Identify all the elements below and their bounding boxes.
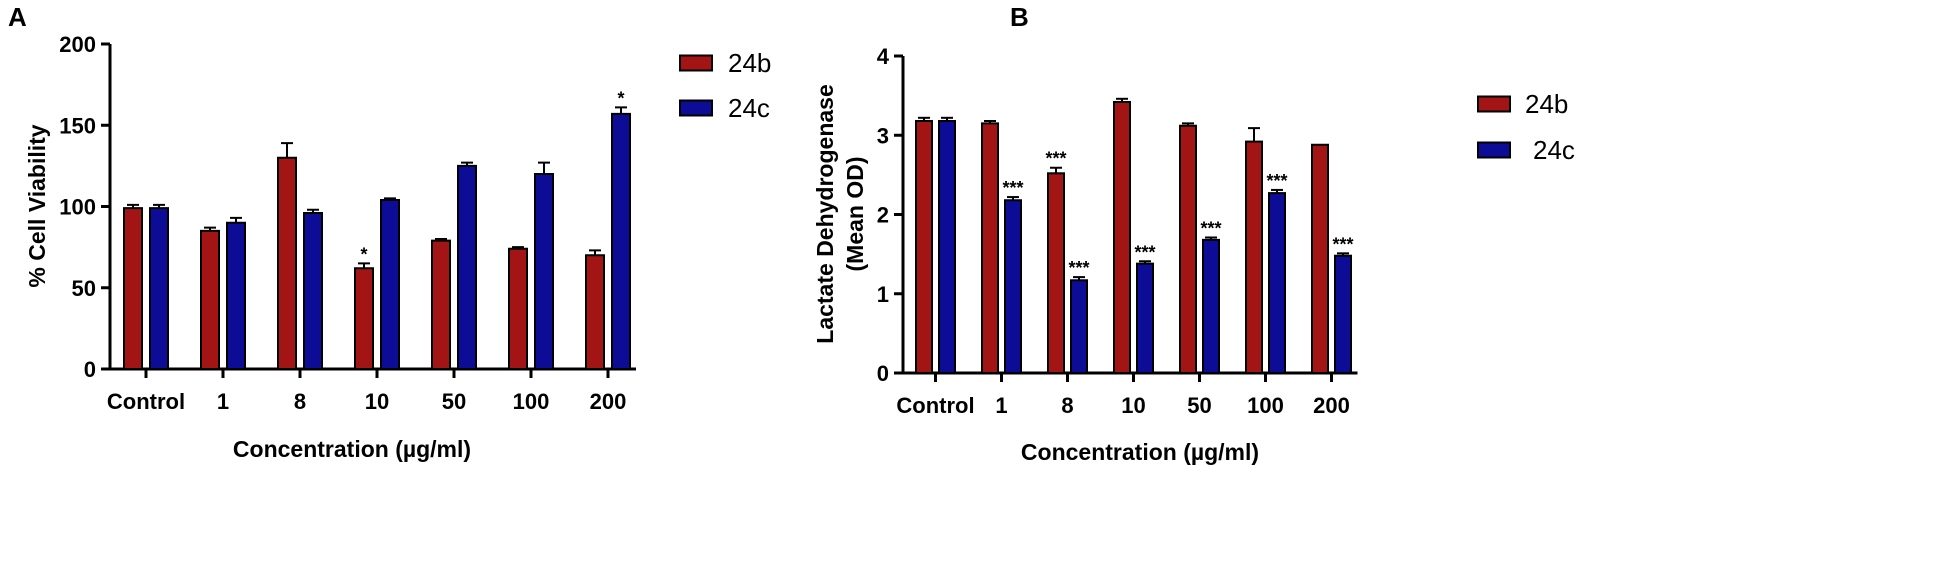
y-tick-label: 100 [59, 195, 96, 220]
legend-label-24b: 24b [728, 48, 771, 78]
significance-marker: *** [1266, 171, 1287, 191]
x-tick-label: 50 [442, 389, 466, 414]
y-axis-title-line2: (Mean OD) [842, 157, 868, 272]
bar-24c [457, 164, 477, 370]
bar-24c [226, 221, 246, 370]
x-tick-label: 8 [1061, 393, 1073, 418]
significance-marker: * [360, 244, 367, 264]
y-axis-title-line1: Lactate Dehydrogenase [812, 84, 838, 343]
y-tick-label: 2 [877, 203, 889, 228]
bar-24b [981, 122, 999, 374]
x-tick-label: Control [107, 389, 185, 414]
legend-swatch-24c [1477, 141, 1511, 159]
bar-24c [1202, 238, 1220, 374]
legend-swatch-24b [679, 54, 713, 72]
significance-marker: *** [1045, 149, 1066, 169]
x-tick-label: 1 [217, 389, 229, 414]
bar-24c [611, 112, 631, 370]
bar-24b [1047, 172, 1065, 374]
significance-marker: *** [1134, 242, 1155, 262]
y-tick-label: 4 [877, 44, 890, 69]
bar-24b [508, 247, 528, 370]
legend-swatch-24c [679, 99, 713, 117]
x-tick-label: 50 [1187, 393, 1211, 418]
significance-marker: *** [1068, 258, 1089, 278]
y-tick-label: 50 [72, 276, 96, 301]
x-tick-label: 10 [1121, 393, 1145, 418]
bar-24b [123, 207, 143, 370]
chart-panel-b: 0 1 2 3 4 Control 1 *** 8 *** *** 10 *** 50 *** 100 *** 2… [812, 44, 1575, 465]
bar-24c [1136, 262, 1154, 375]
y-tick-label: 0 [877, 361, 889, 386]
panel-b-letter: B [1010, 2, 1029, 32]
y-tick-label: 0 [84, 357, 96, 382]
bar-24b [585, 254, 605, 370]
bar-24c [534, 173, 554, 370]
x-axis-title: Concentration (µg/ml) [1021, 439, 1259, 465]
bar-24b [200, 229, 220, 370]
bar-24b [1245, 140, 1263, 374]
x-tick-label: 100 [513, 389, 550, 414]
legend-label-24c: 24c [728, 93, 770, 123]
y-axis-title: % Cell Viability [24, 124, 50, 287]
legend-swatch-24b [1477, 95, 1511, 113]
significance-marker: *** [1002, 178, 1023, 198]
x-tick-label: 200 [1313, 393, 1350, 418]
significance-marker: * [617, 88, 624, 108]
bar-24b [915, 119, 933, 374]
bar-24b [354, 267, 374, 370]
x-tick-label: 8 [294, 389, 306, 414]
x-tick-label: 1 [995, 393, 1007, 418]
x-tick-label: Control [896, 393, 974, 418]
significance-marker: *** [1332, 234, 1353, 254]
bar-24b [277, 156, 297, 370]
bar-24c [1070, 279, 1088, 374]
x-tick-label: 100 [1247, 393, 1284, 418]
significance-marker: *** [1200, 218, 1221, 238]
x-tick-label: 200 [590, 389, 627, 414]
y-tick-label: 200 [59, 32, 96, 57]
bar-24c [1004, 199, 1022, 374]
bar-24c [938, 119, 956, 374]
y-tick-label: 150 [59, 113, 96, 138]
bar-24c [1334, 254, 1352, 375]
bar-24b [1179, 124, 1197, 374]
legend-label-24b: 24b [1525, 89, 1568, 119]
x-tick-label: 10 [365, 389, 389, 414]
bar-24c [380, 199, 400, 370]
bar-24b [1113, 100, 1131, 374]
panel-a-letter: A [8, 2, 27, 32]
y-tick-label: 3 [877, 123, 889, 148]
bar-24b [1311, 143, 1329, 374]
x-axis-title: Concentration (µg/ml) [233, 436, 471, 462]
y-tick-label: 1 [877, 282, 889, 307]
bar-24b [431, 239, 451, 370]
chart-panel-a: 0 50 100 150 200 Control 1 8 10 * 50 100 200 * % Cell … [24, 32, 771, 462]
legend-label-24c: 24c [1533, 135, 1575, 165]
bar-24c [1268, 192, 1286, 374]
bar-24c [149, 207, 169, 370]
bar-24c [303, 212, 323, 370]
